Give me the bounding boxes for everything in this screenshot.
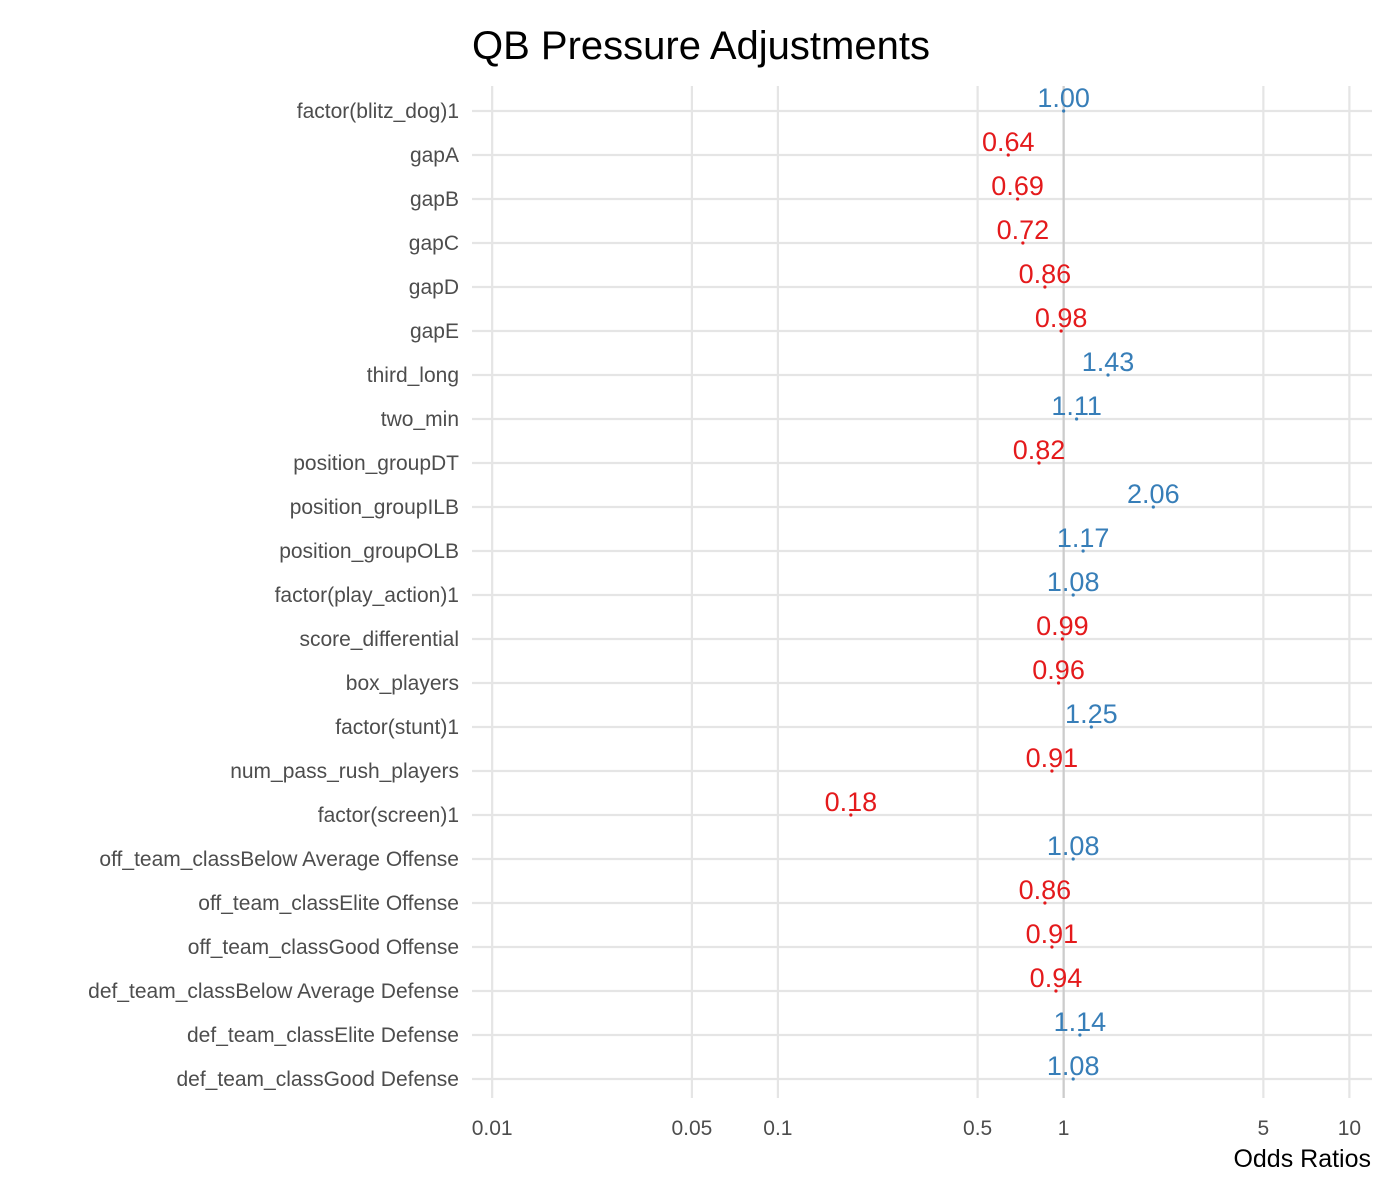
- data-point: [1060, 637, 1064, 641]
- y-tick-label: score_differential: [299, 628, 459, 651]
- y-tick-label: def_team_classBelow Average Defense: [88, 980, 459, 1003]
- data-point: [1056, 681, 1061, 685]
- y-axis-labels: factor(blitz_dog)1 gapA gapB gapC gapD gapE th…: [88, 100, 459, 1091]
- value-label: 0.86: [1019, 875, 1072, 905]
- value-label: 0.69: [991, 171, 1044, 201]
- data-point: [1062, 109, 1066, 113]
- value-label: 1.11: [1051, 391, 1102, 421]
- value-label: 1.14: [1054, 1007, 1107, 1037]
- data-point: [1021, 241, 1025, 245]
- value-label: 1.43: [1082, 347, 1135, 377]
- y-tick-label: off_team_classElite Offense: [198, 892, 459, 915]
- horizontal-gridlines: [472, 109, 1372, 1081]
- data-point: [1015, 197, 1020, 201]
- value-label: 0.91: [1026, 919, 1079, 949]
- value-label: 0.72: [997, 215, 1050, 245]
- y-tick-label: position_groupILB: [290, 496, 459, 519]
- value-label: 0.91: [1026, 743, 1079, 773]
- y-tick-label: gapD: [409, 276, 459, 299]
- y-tick-label: gapB: [410, 188, 459, 211]
- value-label: 2.06: [1127, 479, 1180, 509]
- data-point: [1089, 725, 1093, 729]
- y-tick-label: gapA: [410, 144, 459, 167]
- y-tick-label: factor(stunt)1: [335, 716, 459, 739]
- y-tick-label: gapC: [409, 232, 459, 255]
- x-tick-label: 0.5: [963, 1117, 992, 1140]
- data-point: [1071, 1077, 1075, 1081]
- y-tick-label: off_team_classGood Offense: [188, 936, 459, 959]
- x-tick-label: 10: [1338, 1117, 1361, 1140]
- value-label: 0.98: [1035, 303, 1088, 333]
- data-point: [849, 813, 853, 817]
- x-tick-label: 0.05: [671, 1117, 712, 1140]
- value-label: 1.08: [1047, 1051, 1100, 1081]
- y-tick-label: def_team_classGood Defense: [176, 1068, 459, 1091]
- data-point: [1074, 417, 1079, 421]
- x-axis-title: Odds Ratios: [1233, 1145, 1371, 1173]
- data-point: [1106, 373, 1110, 377]
- x-tick-label: 0.01: [472, 1117, 513, 1140]
- chart-title: QB Pressure Adjustments: [472, 24, 930, 68]
- y-tick-label: factor(screen)1: [318, 804, 459, 827]
- y-tick-label: def_team_classElite Defense: [187, 1024, 459, 1047]
- data-point: [1059, 329, 1063, 333]
- x-tick-label: 0.1: [763, 1117, 792, 1140]
- data-point: [1071, 593, 1075, 597]
- data-point: [1043, 901, 1047, 905]
- y-tick-label: gapE: [410, 320, 459, 343]
- x-axis-tick-labels: 0.01 0.05 0.1 0.5 1 5 10: [472, 1117, 1361, 1140]
- value-label: 0.99: [1036, 611, 1089, 641]
- value-label: 1.25: [1065, 699, 1118, 729]
- data-point: [1081, 549, 1085, 553]
- data-points: [849, 109, 1155, 1081]
- y-tick-label: position_groupDT: [293, 452, 459, 475]
- data-point: [1050, 945, 1054, 949]
- y-tick-label: third_long: [367, 364, 459, 387]
- y-tick-label: box_players: [346, 672, 459, 695]
- x-tick-label: 1: [1058, 1117, 1070, 1140]
- value-labels: 1.000.64 0.69 0.72 0.86 0.98 1.43 1.11 0.82 2.06…: [825, 83, 1180, 1081]
- y-tick-label: off_team_classBelow Average Offense: [99, 848, 459, 871]
- value-label: 0.94: [1030, 963, 1083, 993]
- data-point: [1151, 505, 1155, 509]
- value-label: 0.86: [1019, 259, 1072, 289]
- data-point: [1078, 1033, 1082, 1037]
- data-point: [1037, 461, 1041, 465]
- value-label: 0.64: [982, 127, 1035, 157]
- data-point: [1043, 285, 1047, 289]
- value-label: 0.82: [1013, 435, 1066, 465]
- y-tick-label: factor(play_action)1: [275, 584, 459, 607]
- value-label: 0.96: [1032, 655, 1085, 685]
- value-label: 1.08: [1047, 567, 1100, 597]
- value-label: 1.17: [1057, 523, 1110, 553]
- data-point: [1006, 153, 1010, 157]
- y-tick-label: factor(blitz_dog)1: [297, 100, 459, 123]
- y-tick-label: num_pass_rush_players: [230, 760, 459, 783]
- value-label: 0.18: [825, 787, 878, 817]
- value-label: 1.08: [1047, 831, 1100, 861]
- y-tick-label: position_groupOLB: [279, 540, 459, 563]
- data-point: [1071, 857, 1075, 861]
- data-point: [1050, 769, 1054, 773]
- value-label: 1.00: [1037, 83, 1090, 113]
- y-tick-label: two_min: [381, 408, 459, 431]
- x-tick-label: 5: [1258, 1117, 1270, 1140]
- data-point: [1054, 989, 1058, 993]
